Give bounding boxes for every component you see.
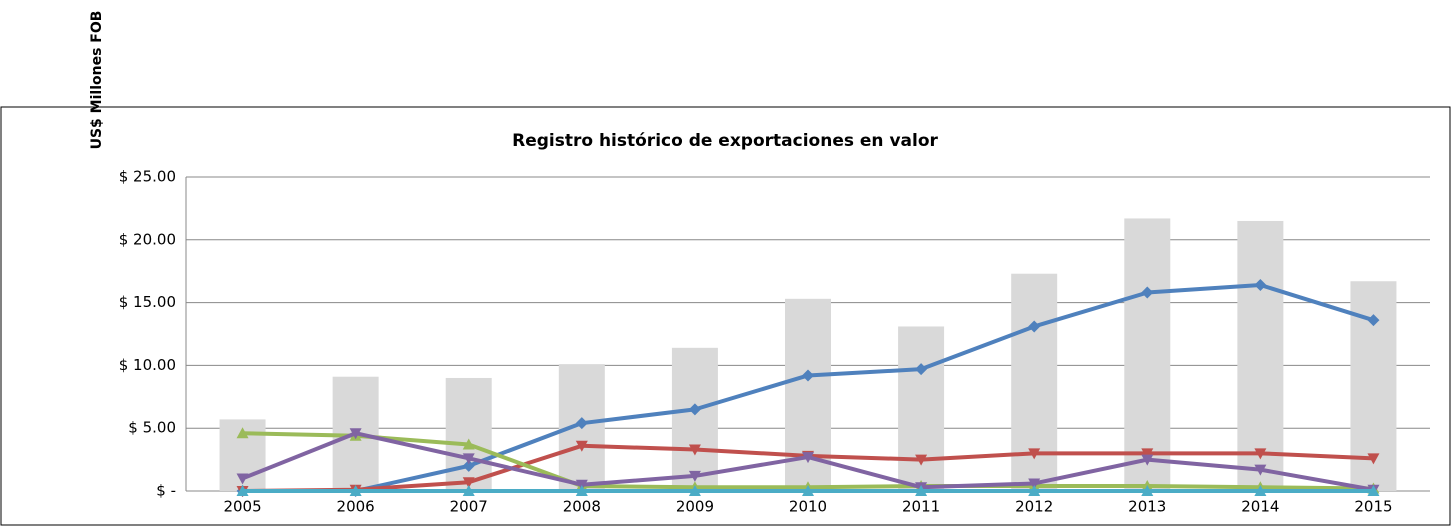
x-tick-label: 2010	[789, 498, 827, 516]
marker	[1028, 485, 1041, 496]
marker	[1254, 464, 1267, 476]
x-tick-label: 2005	[223, 498, 261, 516]
bar	[445, 377, 492, 491]
marker	[1367, 485, 1380, 496]
marker	[915, 363, 928, 376]
marker	[1141, 485, 1154, 496]
marker	[802, 452, 814, 464]
marker	[1028, 320, 1041, 333]
marker	[802, 369, 814, 382]
y-tick-label: $ 5.00	[128, 419, 176, 437]
marker	[462, 477, 475, 489]
y-tick-label: $ 20.00	[119, 230, 176, 248]
marker	[1254, 448, 1267, 460]
x-tick-label: 2006	[337, 498, 375, 516]
marker	[236, 427, 249, 439]
y-tick-label: $ -	[156, 482, 176, 500]
marker	[1254, 485, 1267, 496]
x-tick-label: 2011	[902, 498, 940, 516]
marker	[1254, 279, 1267, 292]
marker	[1141, 286, 1154, 299]
x-tick-label: 2014	[1241, 498, 1279, 516]
marker	[349, 428, 362, 440]
marker	[462, 438, 475, 450]
marker	[236, 485, 249, 496]
x-tick-label: 2012	[1015, 498, 1053, 516]
marker	[1367, 453, 1380, 465]
y-tick-label: $ 10.00	[119, 356, 176, 374]
bar	[1124, 218, 1171, 491]
marker	[236, 473, 249, 485]
marker	[915, 454, 928, 466]
marker	[688, 403, 701, 416]
x-tick-label: 2008	[563, 498, 601, 516]
marker	[915, 485, 928, 496]
x-tick-label: 2015	[1354, 498, 1392, 516]
bar	[671, 347, 718, 491]
marker	[575, 485, 588, 496]
chart-title: Registro histórico de exportaciones en v…	[512, 131, 938, 151]
x-tick-label: 2007	[450, 498, 488, 516]
marker	[1141, 448, 1154, 460]
x-tick-label: 2009	[676, 498, 714, 516]
marker	[349, 485, 362, 496]
marker	[1141, 454, 1154, 466]
marker	[1028, 478, 1041, 490]
marker	[575, 417, 588, 430]
marker	[1367, 314, 1380, 327]
x-tick-label: 2013	[1128, 498, 1166, 516]
marker	[688, 485, 701, 496]
bar	[898, 326, 945, 491]
marker	[462, 459, 475, 472]
marker	[575, 440, 588, 452]
chart-frame	[0, 106, 1451, 526]
marker	[462, 485, 475, 496]
y-axis-label: US$ Millones FOB	[89, 11, 105, 150]
marker	[688, 470, 701, 482]
bar	[1237, 220, 1284, 491]
y-tick-label: $ 25.00	[119, 168, 176, 186]
y-tick-label: $ 15.00	[119, 293, 176, 311]
marker	[802, 485, 814, 496]
marker	[462, 453, 475, 465]
marker	[688, 444, 701, 456]
marker	[1028, 448, 1041, 460]
